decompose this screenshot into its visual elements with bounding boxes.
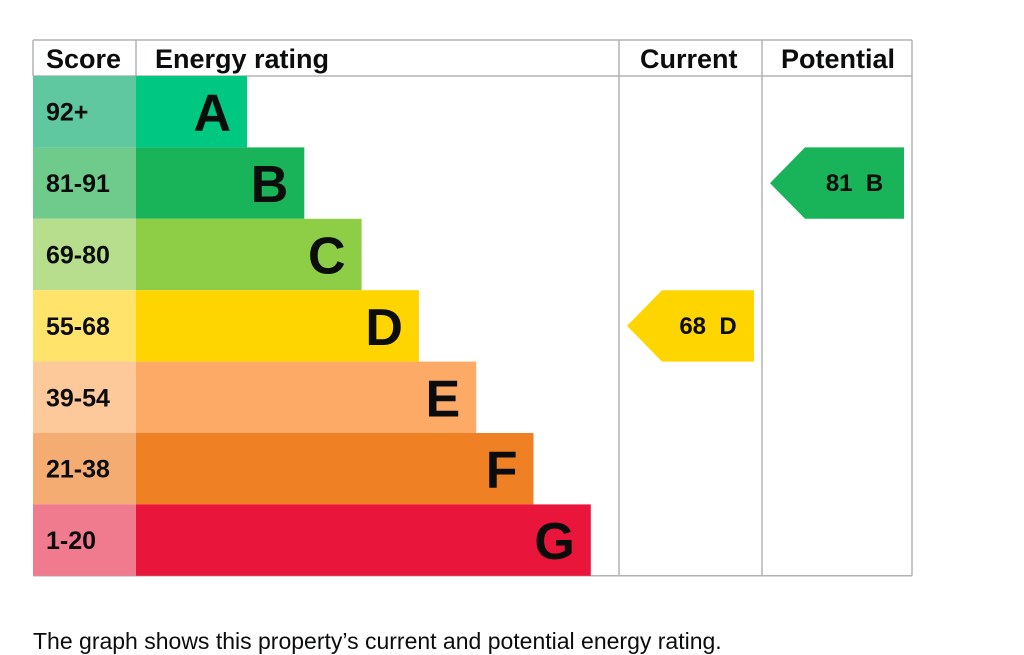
- rating-bands: 92+ A 81-91 B 69-80 C 55-68 D 39-54 E 21-38 F 1-20 G: [33, 76, 591, 576]
- header-energy-rating: Energy rating: [155, 44, 329, 74]
- header-potential: Potential: [781, 44, 895, 74]
- score-cell-c: [33, 218, 136, 291]
- rating-markers: 68 D 81 B: [627, 147, 904, 362]
- score-cell-d: [33, 290, 136, 362]
- score-range-d: 55-68: [46, 313, 110, 341]
- score-cell-b: [33, 147, 136, 219]
- score-cell-g: [33, 504, 136, 576]
- rating-letter-e: E: [426, 370, 461, 428]
- rating-bar-c: [136, 218, 362, 291]
- score-range-e: 39-54: [46, 384, 110, 412]
- potential-rating-label: 81 B: [826, 170, 883, 197]
- rating-bar-b: [136, 147, 305, 219]
- rating-bar-g: [136, 504, 591, 576]
- potential-rating-arrow: [770, 147, 904, 219]
- chart-caption: The graph shows this property’s current …: [33, 628, 722, 654]
- score-range-f: 21-38: [46, 456, 110, 484]
- rating-letter-b: B: [251, 156, 289, 214]
- score-range-a: 92+: [46, 99, 88, 127]
- current-rating-arrow: [627, 290, 754, 362]
- rating-letter-c: C: [308, 228, 346, 286]
- energy-rating-chart: 92+ A81-91 B69-80 C55-68 D39-54 E21-38 F1-20 G …: [32, 39, 913, 577]
- header-score: Score: [46, 44, 121, 74]
- score-cell-a: [33, 76, 136, 148]
- rating-bar-d: [136, 290, 419, 362]
- score-range-c: 69-80: [46, 242, 110, 270]
- rating-letter-g: G: [534, 513, 574, 571]
- current-rating-label: 68 D: [679, 313, 736, 340]
- rating-bar-f: [136, 433, 534, 505]
- rating-letter-a: A: [193, 85, 231, 143]
- score-cell-f: [33, 433, 136, 505]
- rating-letter-f: F: [486, 442, 518, 500]
- score-range-g: 1-20: [46, 527, 96, 555]
- header-current: Current: [640, 44, 738, 74]
- rating-letter-d: D: [365, 299, 403, 357]
- score-cell-e: [33, 361, 136, 433]
- rating-bar-a: [136, 76, 247, 148]
- rating-bar-e: [136, 361, 477, 433]
- table-header: Score Energy rating Current Potential: [46, 44, 895, 74]
- score-range-b: 81-91: [46, 170, 110, 198]
